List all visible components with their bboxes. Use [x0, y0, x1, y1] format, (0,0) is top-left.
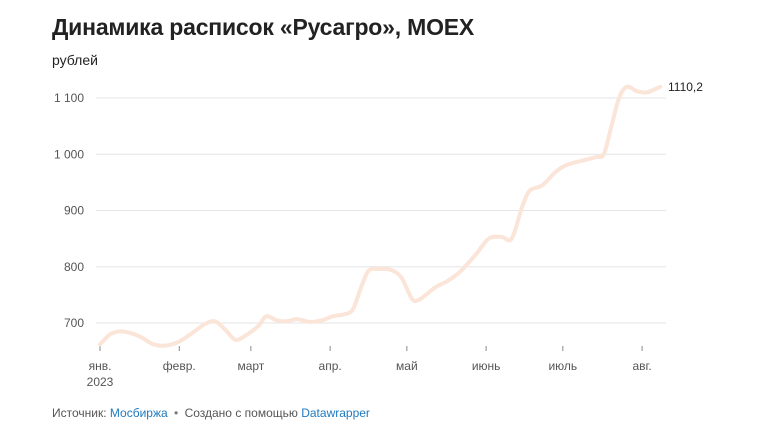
end-labels: 1110,2: [668, 80, 703, 94]
source-label: Источник:: [52, 406, 107, 420]
end-value-label: 1110,2: [668, 80, 703, 94]
source-link[interactable]: Мосбиржа: [109, 406, 168, 420]
x-axis-ticks: янв. 2023 февр. март апр. май июнь июль авг.: [87, 346, 652, 389]
x-tick-label: июнь: [472, 359, 501, 373]
x-tick-label: март: [237, 359, 264, 373]
x-tick-label: февр.: [163, 359, 196, 373]
x-tick-sublabel: 2023: [87, 375, 114, 389]
chart-footer: Источник: Мосбиржа • Создано с помощью D…: [52, 406, 370, 420]
x-tick-label: янв.: [89, 359, 112, 373]
gridlines: [96, 97, 666, 324]
unit-label: рублей: [52, 52, 98, 68]
line-chart: 700 800 900 1 000 1 100 янв. 2023 февр. март апр…: [54, 80, 703, 389]
y-tick-label: 800: [64, 260, 84, 274]
y-axis-ticks: 700 800 900 1 000 1 100: [54, 91, 84, 330]
credit-label: Создано с помощью: [184, 406, 298, 420]
x-tick-label: июль: [548, 359, 577, 373]
credit-link[interactable]: Datawrapper: [301, 406, 370, 420]
x-tick-label: апр.: [319, 359, 342, 373]
x-tick-label: май: [396, 359, 418, 373]
series-line: [98, 84, 662, 348]
y-tick-label: 1 000: [54, 147, 84, 161]
chart-title: Динамика расписок «Русагро», MOEX: [52, 14, 475, 40]
x-tick-label: авг.: [632, 359, 651, 373]
footer-separator: •: [174, 406, 179, 420]
y-tick-label: 900: [64, 204, 84, 218]
y-tick-label: 700: [64, 316, 84, 330]
series-layer: [98, 84, 662, 348]
y-tick-label: 1 100: [54, 91, 84, 105]
